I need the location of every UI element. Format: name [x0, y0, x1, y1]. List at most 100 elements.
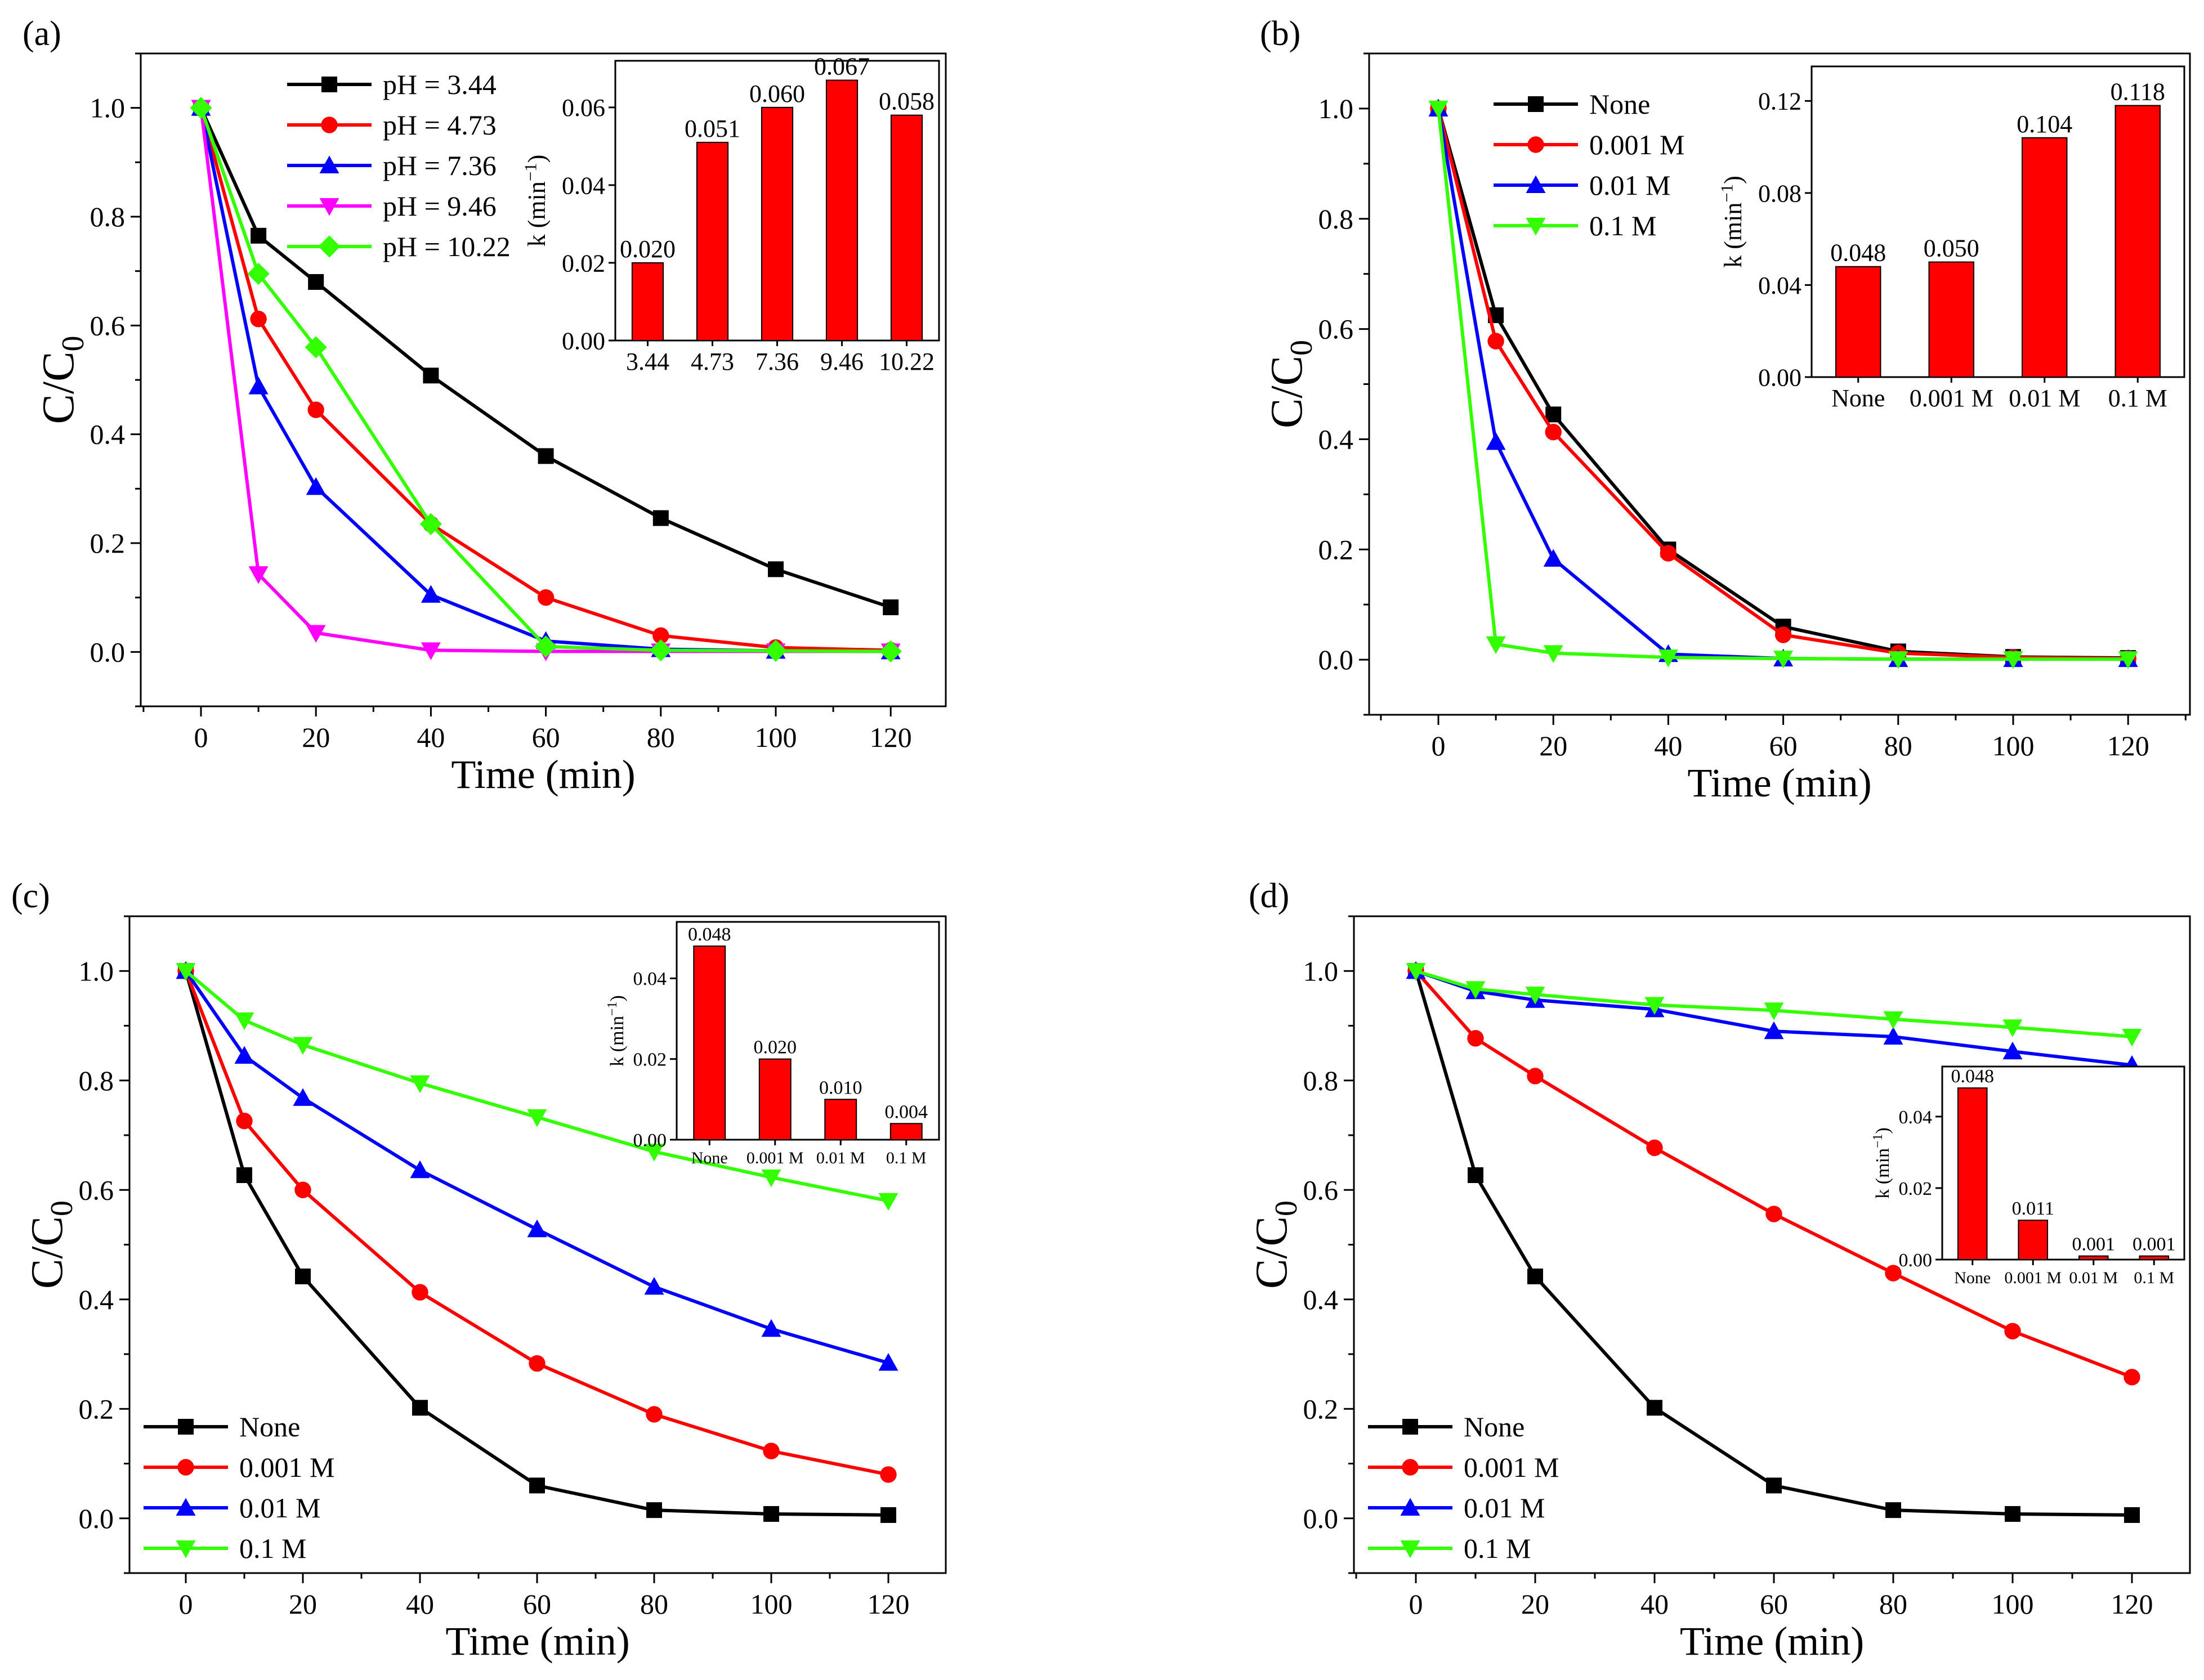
x-tick-label: 20 [302, 722, 330, 753]
x-tick-label: 60 [1760, 1588, 1788, 1620]
y-tick-label: 0.4 [90, 419, 126, 450]
inset-bar-label: 0.048 [1830, 239, 1886, 267]
data-point [1773, 651, 1794, 669]
inset-bar-label: 0.004 [885, 1101, 928, 1122]
legend-marker [1402, 1459, 1419, 1476]
data-point [527, 1109, 547, 1127]
inset-y-tick-label: 0.02 [633, 1050, 667, 1070]
panel-3: (d) 0.0 0.2 0.4 0.6 0.8 1.0 0 20 40 60 80 100 120 Time… [1247, 877, 2191, 1664]
data-point [650, 639, 672, 662]
x-tick-label: 40 [406, 1588, 434, 1620]
data-point [2003, 651, 2023, 669]
series-line-1 [199, 107, 891, 652]
inset-bar-label: 0.011 [2012, 1198, 2054, 1219]
x-tick-label: 0 [179, 1588, 193, 1620]
legend-label: 0.1 M [1589, 210, 1656, 241]
data-point [2002, 1041, 2023, 1060]
series-line-1 [184, 970, 889, 1476]
data-point [878, 1193, 898, 1211]
data-point [878, 1353, 898, 1371]
inset-bar [693, 946, 726, 1140]
data-point [1468, 1167, 1483, 1183]
data-point [412, 1284, 428, 1301]
data-point [236, 1167, 252, 1183]
data-point [1765, 1206, 1782, 1222]
x-tick-label: 80 [1884, 730, 1912, 761]
data-point [293, 1037, 313, 1055]
legend-marker [178, 1419, 194, 1435]
legend-label: 0.01 M [1464, 1492, 1545, 1524]
inset-x-tick-label: 0.1 M [886, 1149, 927, 1167]
x-tick-label: 20 [1539, 730, 1567, 761]
data-point [234, 1046, 254, 1064]
inset-y-tick-label: 0.00 [1899, 1250, 1933, 1271]
data-point [1467, 1030, 1484, 1047]
inset-bar [761, 106, 794, 341]
inset-bar [1835, 266, 1881, 378]
x-tick-label: 80 [640, 1588, 668, 1620]
inset-y-axis-label: k (min−1) [1718, 176, 1747, 268]
y-tick-label: 0.0 [79, 1503, 114, 1534]
inset-x-tick-label: 3.44 [626, 348, 669, 375]
series-line-0 [199, 107, 892, 609]
y-tick-label: 0.2 [90, 527, 126, 559]
legend-label: pH = 10.22 [383, 231, 511, 262]
legend-label: pH = 4.73 [383, 109, 497, 141]
x-axis-label: Time (min) [445, 1619, 629, 1664]
data-point [1766, 1477, 1782, 1494]
series-line-3 [1415, 969, 2133, 1038]
panel-label: (b) [1260, 15, 1300, 53]
data-point [1646, 1139, 1663, 1157]
inset-bar [889, 1123, 923, 1141]
legend-marker [318, 235, 341, 258]
inset-bar [696, 141, 729, 341]
data-point [535, 635, 557, 658]
y-tick-label: 0.4 [1303, 1284, 1339, 1315]
inset-bar-label: 0.060 [749, 80, 805, 107]
inset-bar-label: 0.051 [685, 115, 740, 142]
data-point [527, 1219, 547, 1238]
x-tick-label: 40 [1654, 730, 1682, 761]
legend-label: None [239, 1411, 300, 1442]
x-tick-label: 60 [532, 722, 560, 753]
inset-y-axis-label: k (min−1) [521, 155, 551, 247]
data-point [1764, 1002, 1784, 1020]
inset-y-tick-label: 0.02 [562, 249, 605, 277]
legend-label: None [1589, 88, 1650, 120]
inset-bar [2022, 137, 2068, 378]
legend-marker [319, 198, 339, 216]
legend-marker [1526, 218, 1546, 236]
series-line-4 [199, 107, 891, 653]
data-point [768, 561, 784, 577]
x-tick-label: 120 [2107, 730, 2149, 761]
legend-marker [1400, 1498, 1420, 1516]
data-point [1487, 333, 1504, 350]
data-point [646, 1406, 663, 1423]
inset-y-tick-label: 0.06 [562, 94, 605, 122]
x-tick-label: 80 [1879, 1588, 1907, 1620]
y-axis-label: C/C0 [34, 336, 91, 424]
legend-label: pH = 9.46 [383, 190, 497, 222]
legend-marker [321, 77, 337, 92]
x-tick-label: 60 [523, 1588, 551, 1620]
data-point [236, 1113, 253, 1130]
legend-marker [321, 117, 338, 133]
data-point [293, 1088, 313, 1106]
legend-marker [177, 1459, 194, 1476]
inset-bar-label: 0.058 [879, 88, 935, 115]
inset-bar [631, 262, 664, 342]
data-point [1486, 432, 1506, 450]
inset-bar-label: 0.048 [1951, 1066, 1995, 1087]
data-point [1885, 1265, 1902, 1282]
y-tick-label: 0.2 [1318, 534, 1354, 565]
data-point [883, 599, 899, 616]
legend-marker [319, 155, 339, 173]
x-tick-label: 100 [1992, 730, 2035, 761]
x-axis-label: Time (min) [1680, 1619, 1864, 1664]
panel-0: (a) 0.0 0.2 0.4 0.6 0.8 1.0 0 20 40 60 80 100 120 Time… [23, 15, 947, 797]
data-point [2004, 1323, 2021, 1339]
inset-y-tick-label: 0.00 [1758, 364, 1801, 391]
inset-bar [2114, 105, 2161, 378]
inset-bar [2018, 1220, 2049, 1261]
